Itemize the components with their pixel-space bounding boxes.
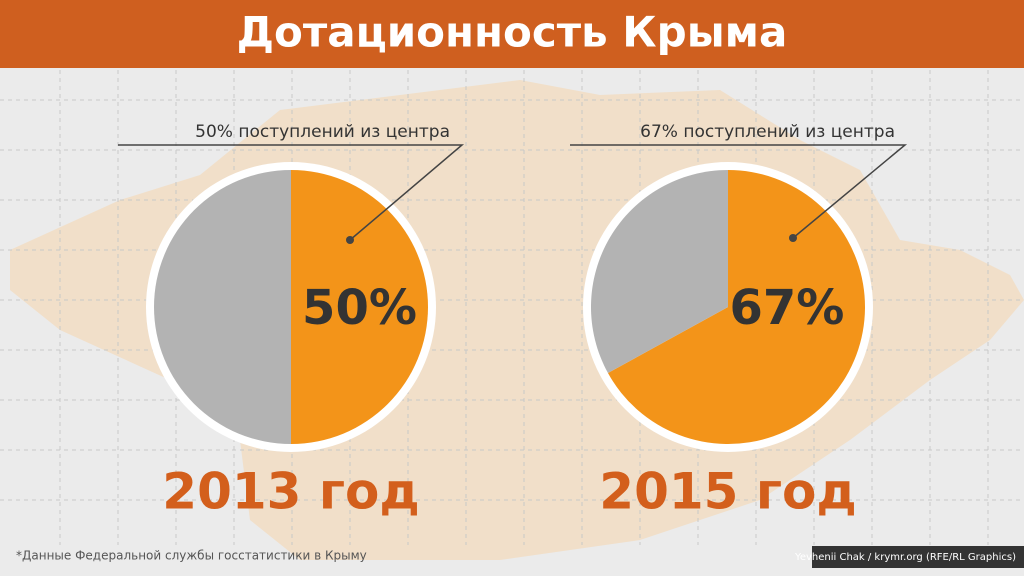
annotation-leader — [570, 144, 908, 239]
title-bar — [0, 0, 1024, 68]
value-label: 50% — [302, 280, 417, 336]
credit-bg — [812, 546, 1024, 568]
annotation-leader — [118, 144, 465, 241]
pie-slice — [154, 170, 291, 444]
annotation: 50% поступлений из центра — [195, 122, 450, 142]
caption: 2013 год — [162, 463, 419, 521]
footnote: *Данные Федеральной службы госстатистики… — [16, 549, 367, 563]
pie-slice — [291, 170, 428, 444]
credit: Yevhenii Chak / krymr.org (RFE/RL Graphi… — [794, 552, 1016, 563]
annotation: 67% поступлений из центра — [640, 122, 895, 142]
annotation-dot — [789, 234, 797, 242]
value-label: 67% — [730, 280, 845, 336]
annotation-dot — [346, 236, 354, 244]
caption: 2015 год — [599, 463, 856, 521]
pie-slice — [591, 170, 728, 374]
pie-slice — [607, 170, 865, 444]
title: Дотационность Крыма — [237, 8, 788, 57]
